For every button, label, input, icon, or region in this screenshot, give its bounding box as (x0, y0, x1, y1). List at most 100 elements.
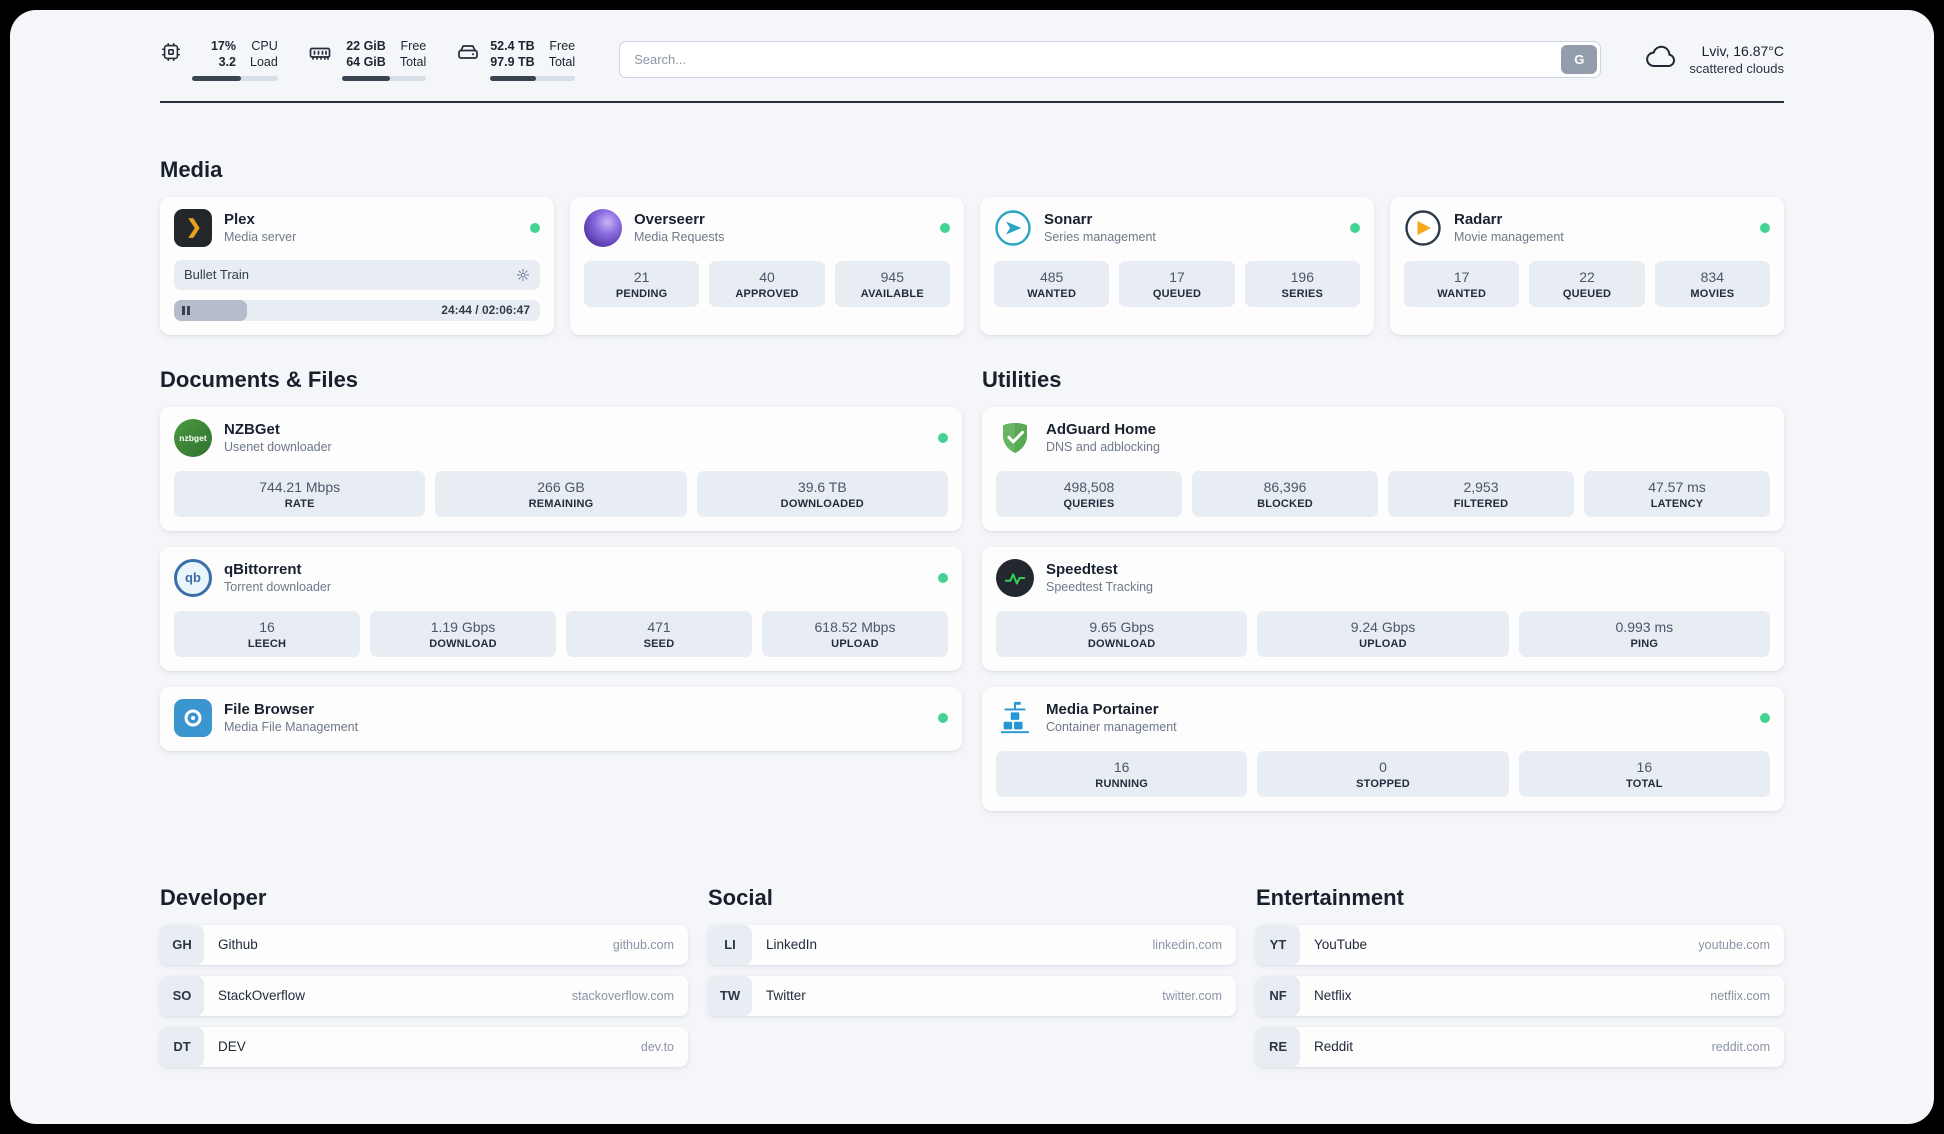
stat-box: 22 QUEUED (1529, 260, 1645, 307)
filebrowser-card[interactable]: File Browser Media File Management (160, 686, 962, 751)
media-section-title: Media (160, 156, 223, 182)
stat-label: PING (1630, 637, 1659, 650)
documents-column: Documents & Files nzbget NZBGet Usenet d… (160, 367, 962, 767)
stat-value: 9.65 Gbps (1089, 618, 1154, 635)
bookmark-abbr: NF (1256, 975, 1300, 1016)
stat-value: 498,508 (1063, 478, 1115, 495)
ram-free-value: 22 GiB (346, 39, 386, 53)
disk-free-label: Free (549, 39, 576, 53)
bookmark-url: dev.to (640, 1039, 674, 1054)
plex-chevron: ❯ (186, 217, 202, 238)
stat-box: 86,396 BLOCKED (1192, 470, 1378, 517)
bookmark-name: Netflix (1314, 988, 1352, 1003)
bookmark-twitter[interactable]: TW Twitter twitter.com (708, 975, 1236, 1016)
stat-label: SERIES (1281, 287, 1324, 300)
stat-value: 744.21 Mbps (259, 478, 341, 495)
bookmark-dev[interactable]: DT DEV dev.to (160, 1026, 688, 1067)
service-name: AdGuard Home (1046, 421, 1157, 438)
service-subtitle: Movie management (1454, 230, 1564, 244)
stat-box: 0.993 ms PING (1518, 610, 1770, 657)
status-dot (1760, 712, 1770, 723)
bookmark-stackoverflow[interactable]: SO StackOverflow stackoverflow.com (160, 975, 688, 1016)
bookmark-name: StackOverflow (218, 988, 306, 1003)
bookmark-linkedin[interactable]: LI LinkedIn linkedin.com (708, 924, 1236, 965)
stat-box: 266 GB REMAINING (435, 470, 687, 517)
stat-label: APPROVED (735, 287, 799, 300)
bookmark-github[interactable]: GH Github github.com (160, 924, 688, 965)
bookmark-abbr: YT (1256, 924, 1300, 965)
pause-icon[interactable] (182, 305, 190, 315)
service-name: NZBGet (224, 421, 280, 438)
nzbget-card[interactable]: nzbget NZBGet Usenet downloader 744.21 M… (160, 406, 962, 531)
service-name: Plex (224, 211, 255, 228)
stat-label: TOTAL (1625, 777, 1663, 790)
stat-box: 196 SERIES (1244, 260, 1360, 307)
stat-box: 16 TOTAL (1518, 750, 1770, 797)
top-bar: 17% 3.2 CPU Load (160, 38, 1784, 81)
stat-value: 0 (1379, 758, 1387, 775)
plex-card[interactable]: ❯ Plex Media server Bullet Train (160, 196, 554, 335)
stat-label: RUNNING (1095, 777, 1149, 790)
bookmark-abbr: LI (708, 924, 752, 965)
stat-value: 945 (880, 268, 904, 285)
sonarr-card[interactable]: Sonarr Series management 485 WANTED 17 Q… (980, 196, 1374, 335)
radarr-icon (1404, 209, 1442, 247)
bookmark-url: netflix.com (1710, 988, 1770, 1003)
service-subtitle: Torrent downloader (224, 580, 332, 594)
stat-value: 1.19 Gbps (430, 618, 496, 635)
stat-value: 86,396 (1263, 478, 1307, 495)
disk-total-label: Total (548, 55, 576, 70)
bookmark-reddit[interactable]: RE Reddit reddit.com (1256, 1026, 1784, 1067)
stat-label: SEED (643, 637, 675, 650)
gear-icon[interactable] (516, 268, 530, 282)
stat-box: 17 WANTED (1404, 260, 1520, 307)
bookmark-url: reddit.com (1711, 1039, 1770, 1054)
stat-box: 1.19 Gbps DOWNLOAD (370, 610, 556, 657)
stat-label: WANTED (1027, 287, 1077, 300)
search-input[interactable] (619, 40, 1602, 78)
cpu-load-value: 3.2 (218, 55, 236, 70)
stat-box: 834 MOVIES (1654, 260, 1770, 307)
qbittorrent-card[interactable]: qb qBittorrent Torrent downloader 16 LEE… (160, 546, 962, 671)
cloud-icon (1645, 43, 1679, 75)
service-name: Radarr (1454, 211, 1503, 228)
bookmark-abbr: TW (708, 975, 752, 1016)
ram-progress-bar (341, 75, 427, 81)
stat-box: 485 WANTED (994, 260, 1110, 307)
stat-label: UPLOAD (831, 637, 879, 650)
service-name: qBittorrent (224, 561, 302, 578)
service-name: Sonarr (1044, 211, 1093, 228)
cpu-load-label: Load (250, 55, 278, 70)
cpu-progress-bar (192, 75, 278, 81)
stat-box: 744.21 Mbps RATE (174, 470, 426, 517)
ram-free-label: Free (400, 39, 427, 53)
overseerr-card[interactable]: Overseerr Media Requests 21 PENDING 40 A… (570, 196, 964, 335)
stat-label: MOVIES (1690, 287, 1735, 300)
nzbget-icon: nzbget (174, 418, 212, 457)
memory-icon (308, 41, 332, 65)
portainer-card[interactable]: Media Portainer Container management 16 … (982, 686, 1784, 811)
now-playing-bar: Bullet Train (174, 259, 540, 290)
stat-value: 834 (1700, 268, 1724, 285)
speedtest-card[interactable]: Speedtest Speedtest Tracking 9.65 Gbps D… (982, 546, 1784, 671)
stat-value: 0.993 ms (1615, 618, 1674, 635)
search-engine-button[interactable]: G (1561, 44, 1598, 74)
adguard-shield-icon (996, 419, 1034, 457)
developer-column: Developer GH Github github.com SO StackO… (160, 885, 688, 1078)
utilities-column: Utilities AdGuard Home DNS and adblockin… (982, 367, 1784, 827)
radarr-card[interactable]: Radarr Movie management 17 WANTED 22 QUE… (1390, 196, 1784, 335)
status-dot (938, 432, 948, 443)
adguard-card[interactable]: AdGuard Home DNS and adblocking 498,508 … (982, 406, 1784, 531)
playback-progress-bar[interactable]: 24:44 / 02:06:47 (174, 299, 540, 321)
developer-section-title: Developer (160, 884, 267, 910)
overseerr-icon (584, 208, 622, 247)
filebrowser-icon (174, 698, 212, 737)
bookmark-youtube[interactable]: YT YouTube youtube.com (1256, 924, 1784, 965)
search-bar: G (619, 40, 1602, 78)
bookmark-netflix[interactable]: NF Netflix netflix.com (1256, 975, 1784, 1016)
service-subtitle: Media File Management (224, 720, 359, 734)
service-name: Overseerr (634, 211, 705, 228)
stat-box: 16 RUNNING (996, 750, 1248, 797)
bookmark-name: YouTube (1314, 937, 1368, 952)
bookmark-url: twitter.com (1162, 988, 1222, 1003)
